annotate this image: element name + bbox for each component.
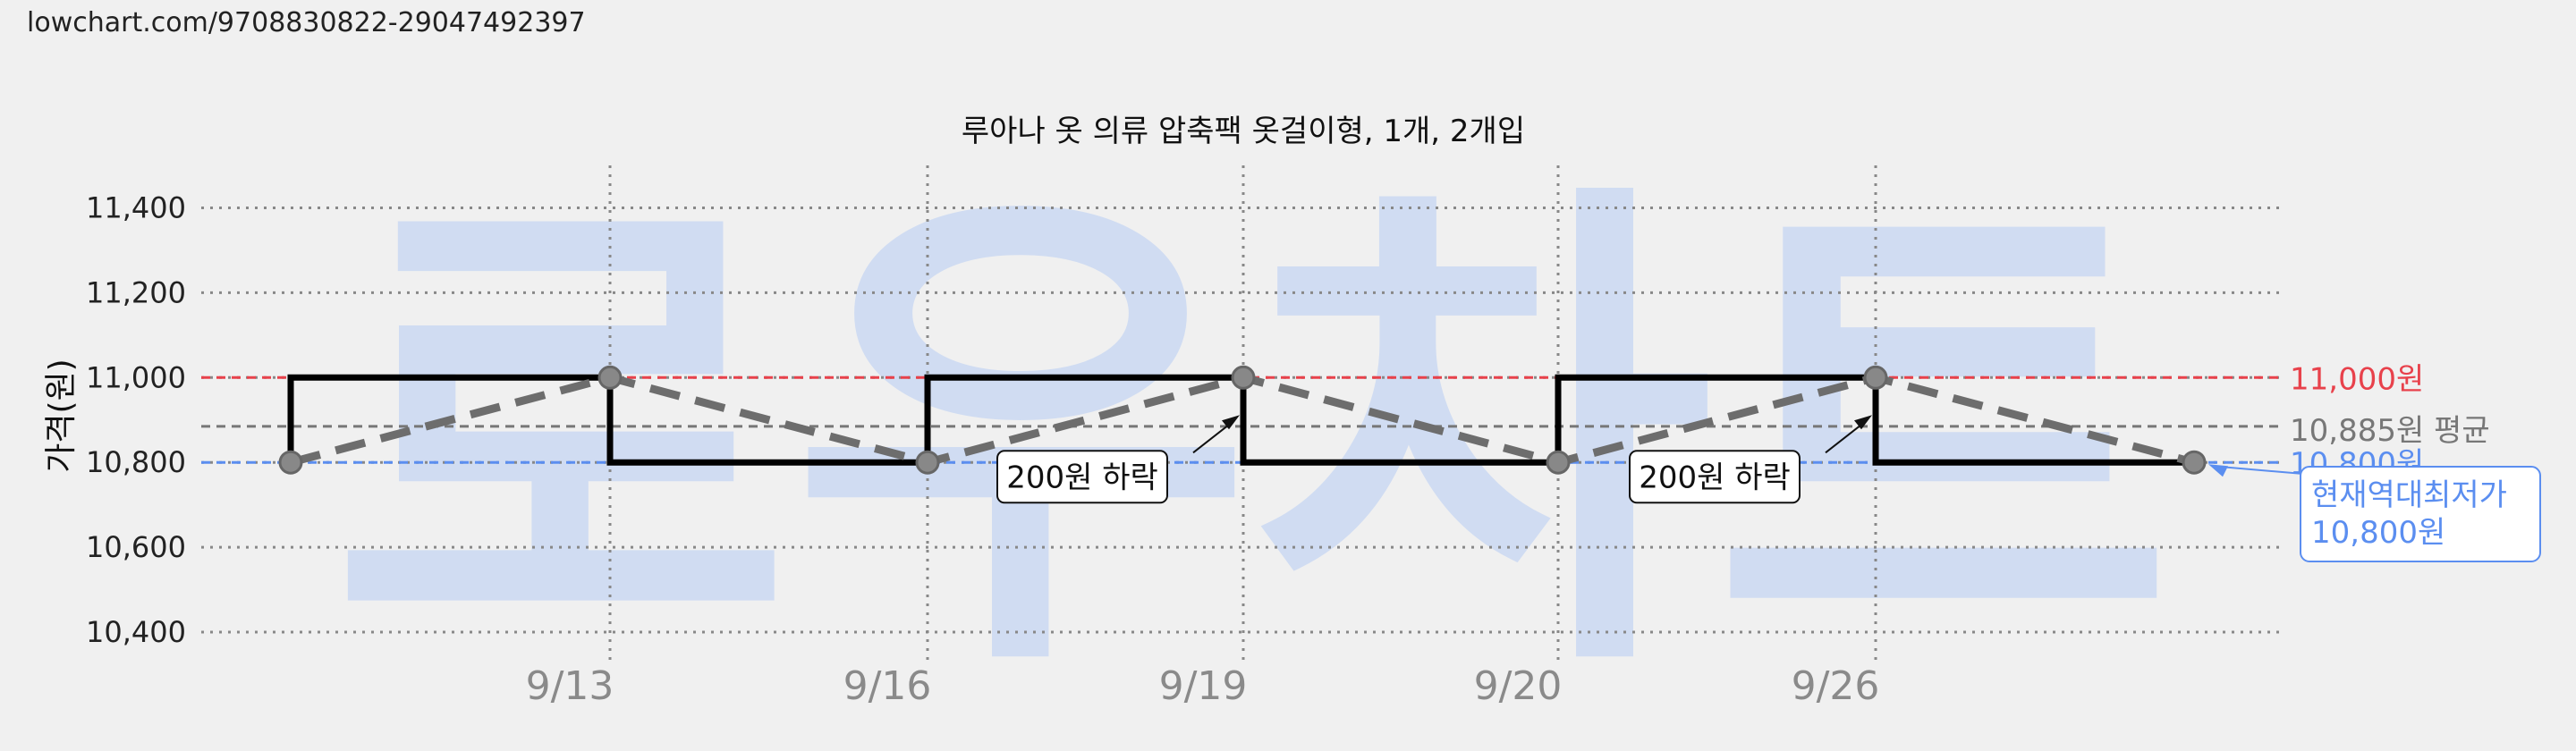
callout-title: 현재역대최저가 — [2311, 477, 2507, 513]
callout-value: 10,800원 — [2311, 515, 2445, 551]
data-point — [278, 450, 303, 475]
data-point — [1546, 450, 1571, 475]
y-tick-label: 10,800 — [86, 445, 186, 479]
data-point — [597, 365, 623, 390]
chart-title: 루아나 옷 의류 압축팩 옷걸이형, 1개, 2개입 — [962, 114, 1525, 149]
x-tick-label: 9/26 — [1792, 663, 1880, 709]
annotation-label: 200원 하락 — [1639, 460, 1791, 495]
y-tick-label: 10,400 — [86, 615, 186, 649]
annotation-box — [1629, 450, 1801, 504]
annotation-arrowhead — [1222, 415, 1240, 430]
reference-label-avg: 10,885원 평균 — [2290, 413, 2490, 449]
x-tick-label: 9/13 — [526, 663, 614, 709]
x-tick-label: 9/20 — [1474, 663, 1563, 709]
y-axis-label: 가격(원) — [43, 359, 80, 472]
annotation-label: 200원 하락 — [1006, 460, 1158, 495]
callout-arrowhead — [2208, 464, 2228, 477]
data-point — [1863, 365, 1888, 390]
y-tick-label: 10,600 — [86, 530, 186, 564]
data-point — [1231, 365, 1256, 390]
data-point — [915, 450, 940, 475]
annotation-box — [996, 450, 1168, 504]
y-tick-label: 11,200 — [86, 275, 186, 309]
callout-box — [2300, 466, 2541, 562]
page-url: lowchart.com/9708830822-29047492397 — [27, 7, 586, 38]
data-point — [2182, 450, 2207, 475]
y-tick-label: 11,000 — [86, 360, 186, 394]
reference-label-max: 11,000원 — [2290, 361, 2424, 397]
x-tick-label: 9/16 — [843, 663, 932, 709]
annotation-arrowhead — [1854, 415, 1872, 430]
y-tick-label: 11,400 — [86, 190, 186, 224]
x-tick-label: 9/19 — [1159, 663, 1248, 709]
